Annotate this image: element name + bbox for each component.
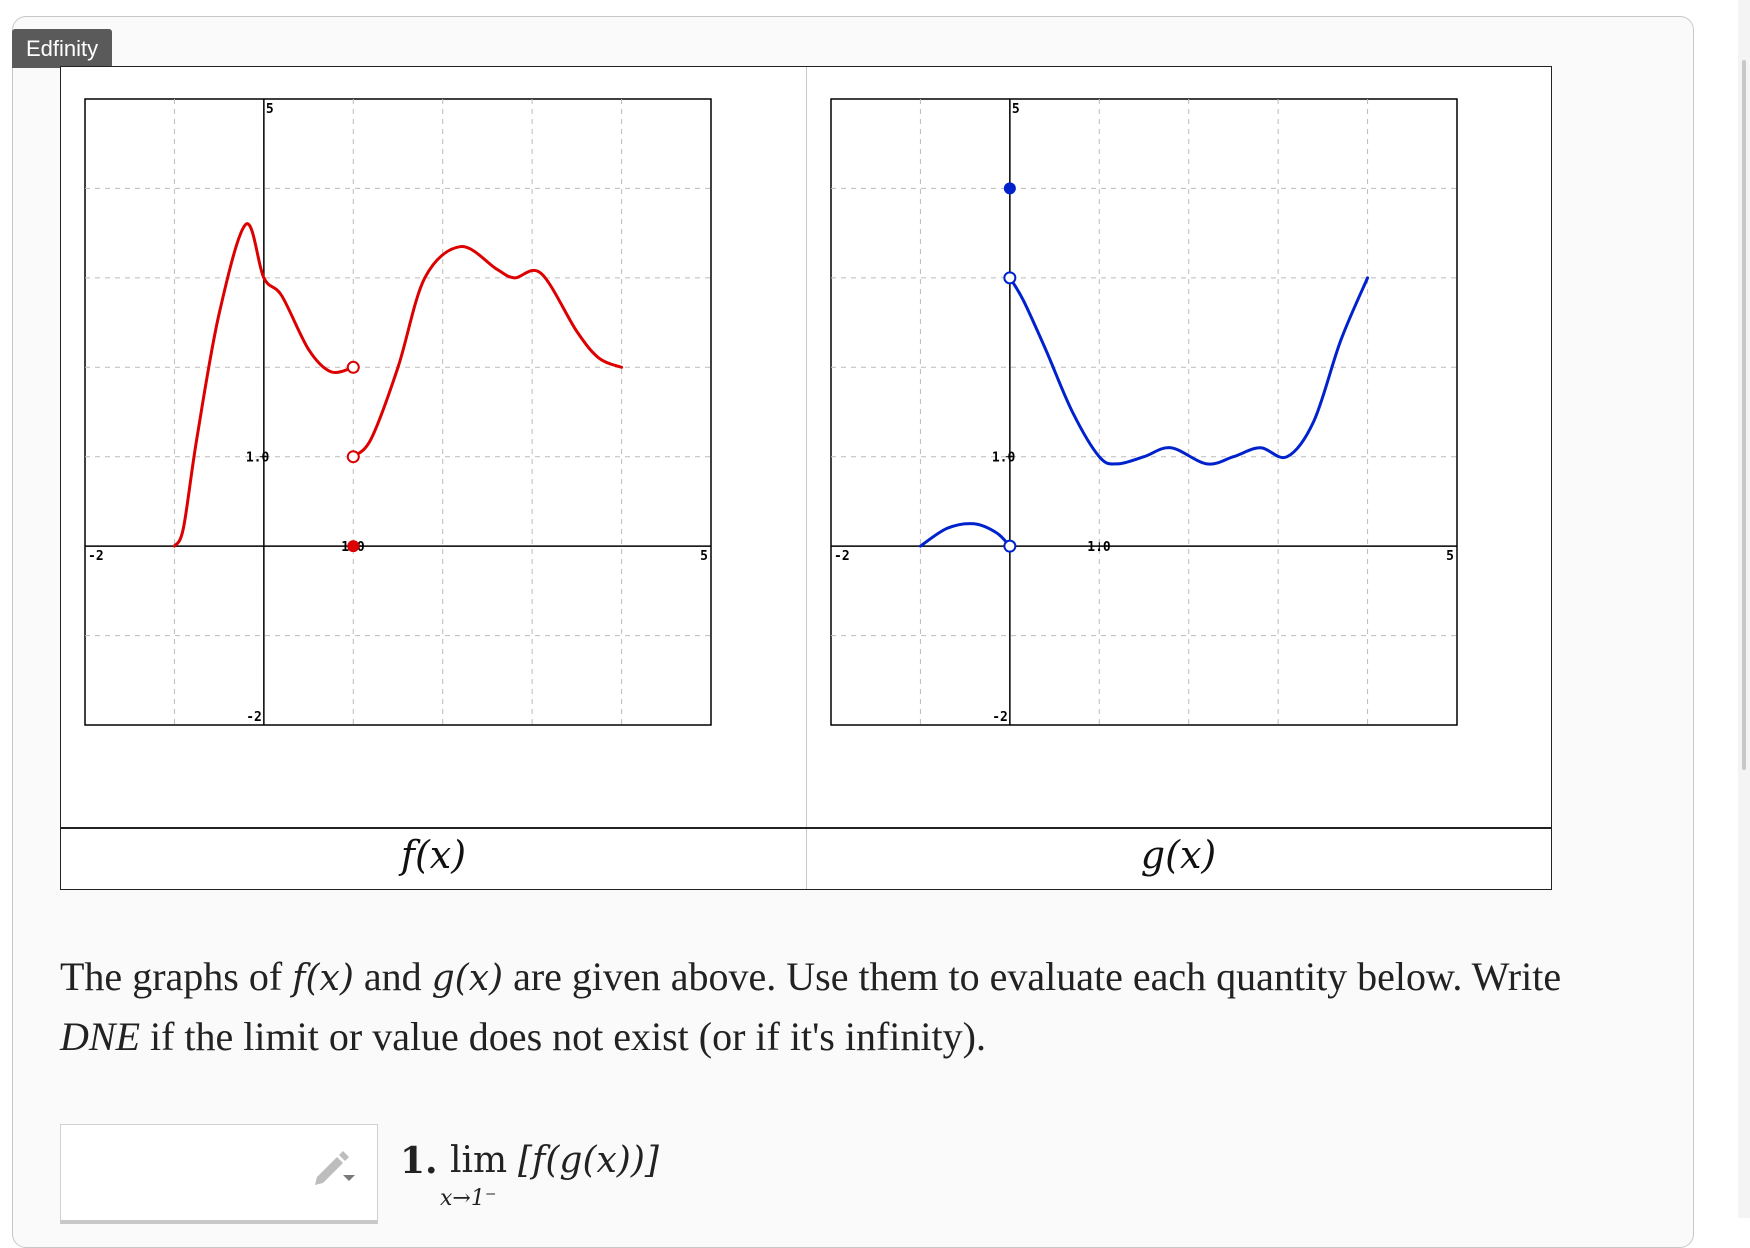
tick-label-y-one: 1.0	[992, 451, 1016, 466]
limit-subscript: x→1⁻	[440, 1186, 497, 1211]
graph-g: -2 5 5 -2 1.0 1.0	[830, 98, 1458, 726]
limit-operator: lim	[450, 1140, 508, 1181]
tick-label-x-max: 5	[700, 549, 708, 564]
tick-label-y-min: -2	[992, 710, 1008, 725]
scrollbar-thumb[interactable]	[1742, 60, 1746, 770]
question-1: 1. lim [f(g(x))] x→1⁻	[400, 1140, 659, 1211]
graph-table: -2 5 5 -2 1.0 1.0 -2 5 5 -2 1.0 1.0 f(x) g(x)	[60, 66, 1552, 890]
instructions-text: The graphs of f(x) and g(x) are given ab…	[60, 954, 1562, 1059]
f-curve	[351, 245, 624, 459]
answer-input-1[interactable]	[60, 1124, 378, 1224]
g-notation: g(x)	[431, 958, 504, 999]
open-point	[346, 360, 360, 374]
question-number: 1.	[400, 1140, 438, 1182]
tick-label-x-max: 5	[1446, 549, 1454, 564]
open-point	[1003, 271, 1017, 285]
f-curve	[172, 222, 355, 548]
tick-label-x-one: 1.0	[1087, 540, 1111, 555]
plot-frame	[84, 98, 712, 726]
g-curve	[918, 522, 1012, 548]
open-point	[1003, 539, 1017, 553]
f-notation: f(x)	[292, 958, 354, 999]
pencil-icon[interactable]	[311, 1149, 355, 1185]
tick-label-x-min: -2	[834, 549, 850, 564]
caption-divider	[61, 827, 1551, 829]
brand-label: Edfinity	[12, 29, 113, 68]
tick-label-y-max: 5	[1012, 102, 1020, 117]
limit-expression: [f(g(x))]	[518, 1140, 659, 1181]
tick-label-y-min: -2	[246, 710, 262, 725]
caption-f: f(x)	[400, 833, 467, 877]
open-point	[346, 450, 360, 464]
tick-label-x-min: -2	[88, 549, 104, 564]
closed-point	[1003, 182, 1016, 195]
dne-term: DNE	[60, 1014, 140, 1059]
tick-label-y-one: 1.0	[246, 451, 270, 466]
tick-label-y-max: 5	[266, 102, 274, 117]
g-curve	[1008, 276, 1370, 466]
plot-frame	[830, 98, 1458, 726]
graph-f: -255-21.01.0	[84, 98, 712, 726]
caption-g: g(x)	[1140, 833, 1217, 877]
closed-point	[347, 540, 360, 553]
cell-divider	[806, 67, 807, 889]
